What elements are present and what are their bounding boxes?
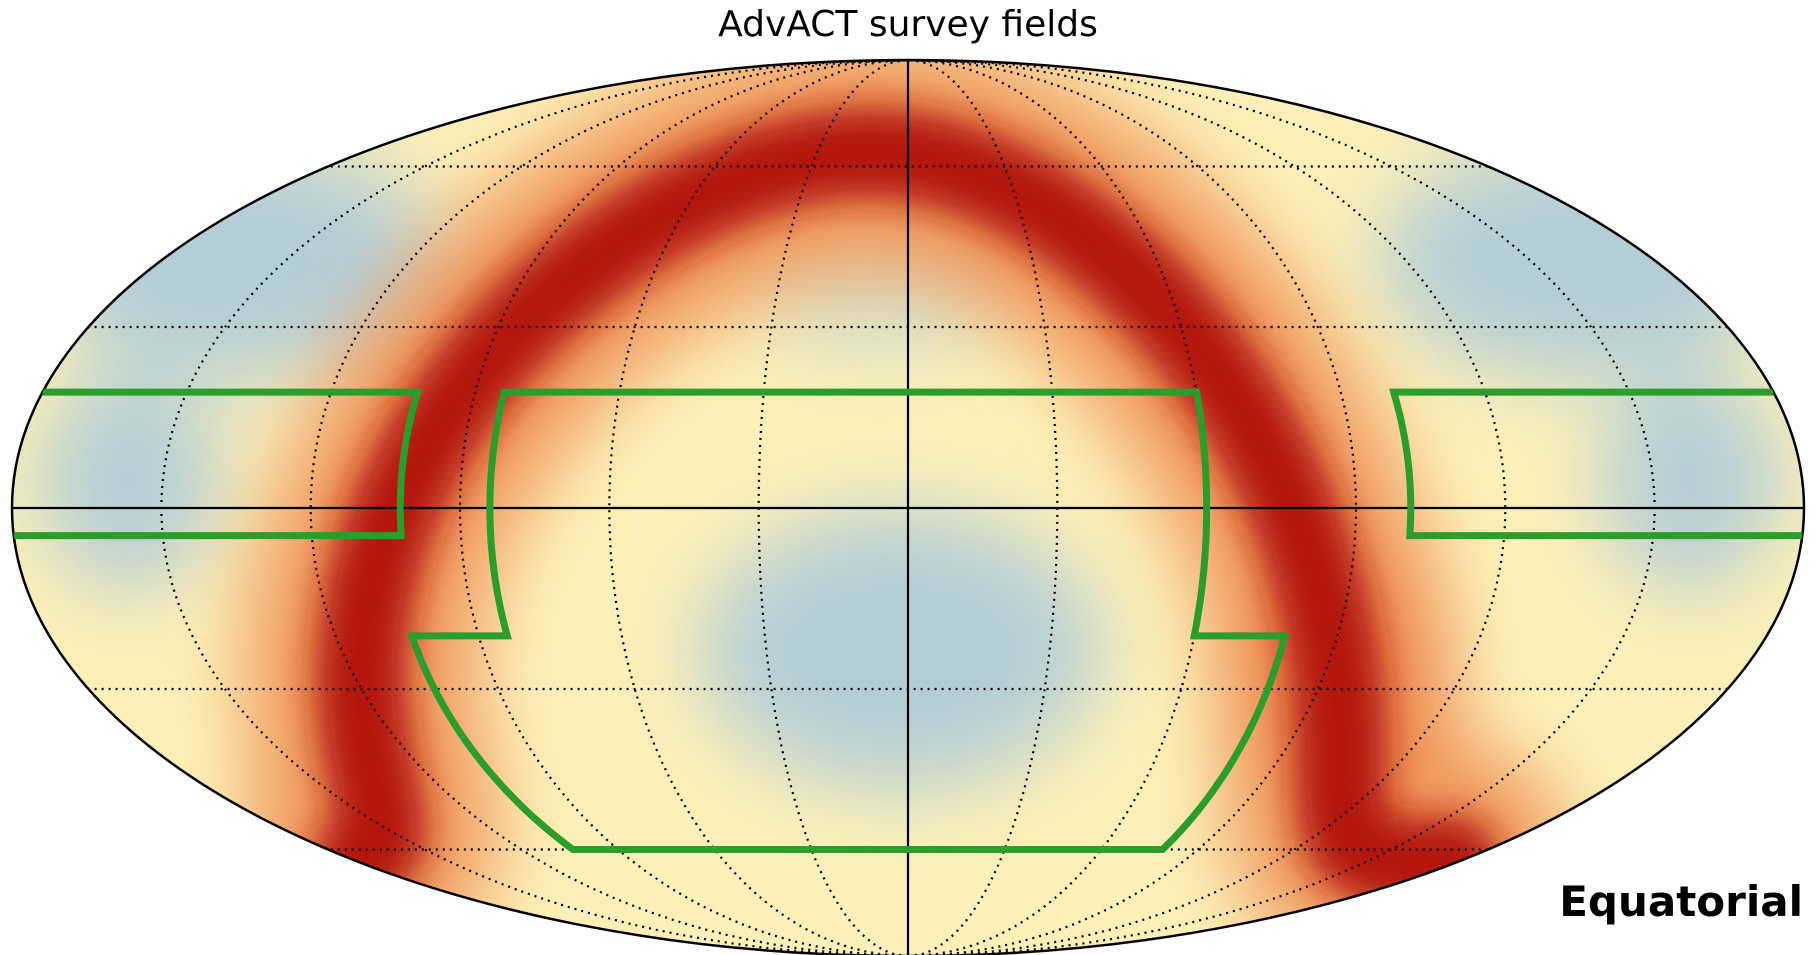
map-title: AdvACT survey fields (718, 4, 1098, 45)
sky-map: AdvACT survey fields Equatorial (0, 0, 1819, 955)
page: {"title": "AdvACT survey fields", "frame… (0, 0, 1819, 955)
frame-label: Equatorial (1559, 877, 1803, 926)
